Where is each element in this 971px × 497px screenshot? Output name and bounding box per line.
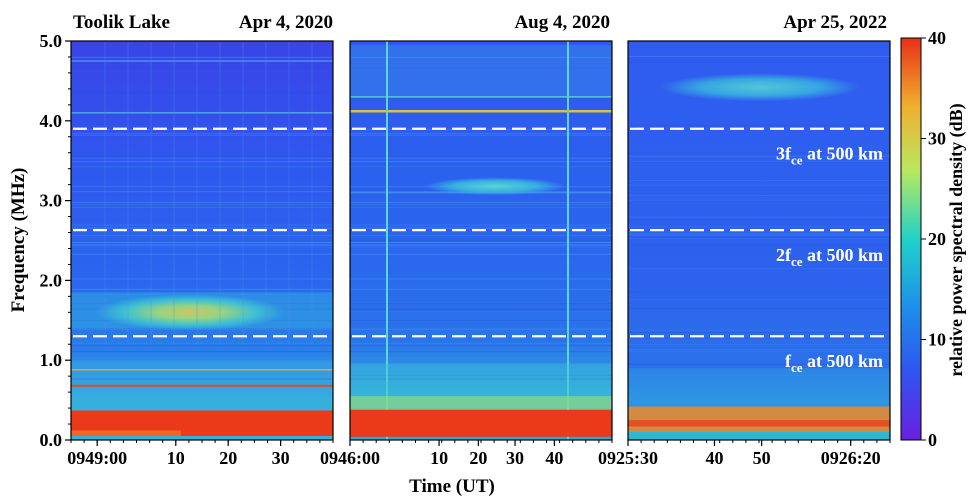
colorbar-tick-label: 0 — [928, 430, 937, 450]
y-tick-label: 2.0 — [40, 270, 63, 290]
x-tick-label: 0946:00 — [320, 448, 380, 468]
x-tick-label: 0949:00 — [67, 448, 127, 468]
y-tick-label: 4.0 — [40, 111, 63, 131]
harmonic-annotation: 3fce at 500 km — [776, 144, 883, 168]
mid-frequency-band — [628, 368, 890, 405]
x-tick-label: 50 — [753, 448, 771, 468]
x-tick-label: 10 — [167, 448, 185, 468]
y-tick-label: 0.0 — [40, 430, 63, 450]
x-tick-label: 0925:30 — [598, 448, 658, 468]
x-tick-label: 20 — [469, 448, 487, 468]
low-frequency-gap — [71, 430, 181, 437]
colorbar-gradient — [900, 37, 922, 441]
emission-feature — [425, 177, 565, 196]
colorbar: 0 10 20 30 40 relative power spectral densit… — [900, 28, 967, 450]
x-tick-label: 20 — [219, 448, 237, 468]
harmonic-annotation: fce at 500 km — [785, 351, 883, 375]
emission-patch — [660, 73, 860, 102]
panel-3-date: Apr 25, 2022 — [783, 12, 887, 33]
site-label: Toolik Lake — [73, 12, 170, 33]
x-tick-label: 30 — [272, 448, 290, 468]
x-tick-label: 10 — [430, 448, 448, 468]
colorbar-tick-label: 20 — [928, 229, 946, 249]
low-frequency-edge — [350, 396, 612, 410]
low-frequency-interference — [628, 420, 890, 427]
y-axis: 0.0 1.0 2.0 3.0 4.0 5.0 — [40, 31, 71, 450]
harmonic-annotation: 2fce at 500 km — [776, 245, 883, 269]
x-tick-label: 0926:20 — [821, 448, 881, 468]
x-tick-label: 30 — [506, 448, 524, 468]
high-frequency-band — [350, 44, 612, 97]
x-axes: 0949:00 10 20 30 0946:00 10 20 30 40 0925:30 40 50 0… — [67, 440, 891, 468]
low-frequency-edge — [628, 432, 890, 440]
panel-1-date: Apr 4, 2020 — [239, 12, 333, 33]
x-tick-label: 40 — [705, 448, 723, 468]
colorbar-tick-label: 40 — [928, 28, 946, 48]
spectrogram-panel-3: 3fce at 500 km 2fce at 500 km fce at 500 k… — [627, 40, 891, 441]
colorbar-tick-label: 10 — [928, 330, 946, 350]
colorbar-tick-label: 30 — [928, 129, 946, 149]
y-tick-label: 1.0 — [40, 350, 63, 370]
spectrogram-panel-2 — [349, 40, 613, 441]
mid-frequency-band — [71, 360, 333, 409]
y-axis-label: Frequency (MHz) — [8, 168, 29, 313]
colorbar-label: relative power spectral density (dB) — [946, 103, 967, 376]
spectrogram-panel-1 — [70, 40, 334, 441]
y-tick-label: 5.0 — [40, 31, 63, 51]
x-axis-label: Time (UT) — [409, 476, 495, 497]
y-tick-label: 3.0 — [40, 191, 63, 211]
low-frequency-interference — [628, 406, 890, 433]
low-frequency-interference — [350, 409, 612, 437]
x-tick-label: 40 — [545, 448, 563, 468]
panel-2-date: Aug 4, 2020 — [514, 12, 610, 33]
emission-band-core — [95, 294, 285, 331]
